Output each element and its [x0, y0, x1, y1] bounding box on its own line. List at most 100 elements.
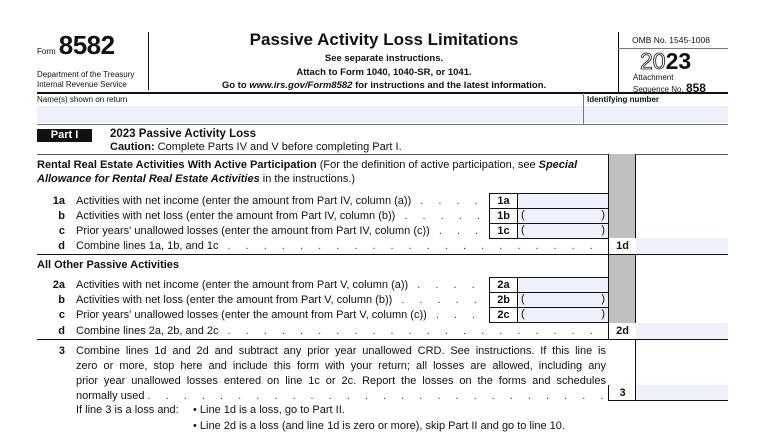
name-field[interactable] [37, 106, 583, 123]
line-text: Combine lines 1a, 1b, and 1c . . . . . .… [76, 240, 604, 252]
other-heading: All Other Passive Activities [37, 259, 180, 271]
paren-close: ) [601, 209, 605, 221]
line-number: d [58, 240, 65, 252]
line-1d-amount[interactable] [636, 238, 728, 254]
line-text: Activities with net income (enter the am… [76, 279, 481, 291]
line-box-label: 1d [608, 238, 636, 254]
paren-close: ) [601, 293, 605, 305]
line-box-label: 1b [489, 208, 517, 224]
dot-leader: . . . . . . . . . . . . . . . . . . . . … [420, 195, 481, 207]
line-label: Activities with net loss (enter the amou… [76, 210, 396, 222]
instructions-3-pre: Go to [221, 80, 250, 91]
if-label: If line 3 is a loss and: [76, 404, 179, 416]
paren-open: ( [521, 308, 525, 320]
part-title: 2023 Passive Activity Loss [110, 128, 256, 140]
line-number: c [58, 309, 65, 321]
instructions-1: See separate instructions. [324, 53, 444, 64]
divider [37, 124, 728, 125]
line-label: Prior years' unallowed losses (enter the… [76, 309, 427, 321]
name-label: Name(s) shown on return [37, 95, 128, 104]
rental-heading-italic: Allowance for Rental Real Estate Activit… [37, 173, 260, 185]
dot-leader: . . . . . . . . . . . . . . . . . . . . … [227, 325, 604, 337]
form-title: Passive Activity Loss Limitations [249, 30, 519, 49]
instructions-2: Attach to Form 1040, 1040-SR, or 1041. [296, 67, 472, 78]
paren-close: ) [601, 308, 605, 320]
line-2b-amount[interactable]: () [517, 292, 608, 308]
line-number: b [58, 294, 65, 306]
divider [148, 32, 149, 90]
line-label: Combine lines 2a, 2b, and 2c [76, 325, 219, 337]
instructions-3-post: for instructions and the latest informat… [352, 80, 547, 91]
shaded-column [608, 254, 636, 323]
line-2c-amount[interactable]: () [517, 307, 608, 323]
line-text: Activities with net income (enter the am… [76, 195, 481, 207]
tax-year: 2023 [640, 48, 692, 75]
line-box-label: 2a [489, 277, 517, 293]
rental-heading-italic: Special [538, 159, 578, 171]
divider [635, 339, 636, 401]
line-1b-amount[interactable]: () [517, 208, 608, 224]
bullet-1: • Line 1d is a loss, go to Part II. [193, 404, 345, 416]
year-bold: 23 [665, 48, 692, 74]
caution-label: Caution: [110, 141, 155, 153]
divider [618, 48, 728, 49]
sequence-number: 858 [685, 81, 706, 95]
line-1c-amount[interactable]: () [517, 223, 608, 239]
sequence-label: Sequence No. [633, 85, 684, 94]
line-3-text-2: zero or more, stop here and include this… [76, 360, 606, 372]
line-1a-amount[interactable] [517, 193, 608, 209]
bullet-2: • Line 2d is a loss (and line 1d is zero… [193, 420, 565, 432]
divider [583, 93, 584, 124]
line-text: Activities with net loss (enter the amou… [76, 294, 481, 306]
line-2d-amount[interactable] [636, 323, 728, 339]
line-number: 2a [52, 279, 65, 291]
sequence: Sequence No. 858 [633, 81, 706, 95]
paren-open: ( [521, 224, 525, 236]
dot-leader: . . . . . . . . . . . . . . . . . . . . … [404, 210, 481, 222]
line-2a-amount[interactable] [517, 277, 608, 293]
line-label: Activities with net loss (enter the amou… [76, 294, 393, 306]
line-box-label: 2c [489, 307, 517, 323]
header-bottom-rule [37, 92, 728, 94]
rental-heading-text: (For the definition of active participat… [316, 159, 539, 171]
divider [608, 400, 728, 401]
irs-link[interactable]: www.irs.gov/Form8582 [249, 80, 353, 91]
line-box-label: 3 [608, 385, 636, 401]
line-text: Prior years' unallowed losses (enter the… [76, 309, 481, 321]
line-text: Combine lines 2a, 2b, and 2c . . . . . .… [76, 325, 604, 337]
form-number-block: Form 8582 [37, 30, 115, 61]
line-box-label: 1a [489, 193, 517, 209]
rental-heading: Rental Real Estate Activities With Activ… [37, 158, 607, 186]
line-3-amount[interactable] [636, 385, 728, 400]
form-number: 8582 [58, 30, 115, 60]
line-label: Combine lines 1a, 1b, and 1c [76, 240, 219, 252]
line-box-label: 2d [608, 323, 636, 339]
dot-leader: . . . . . . . . . . . . . . . . . . . . … [401, 294, 481, 306]
line-3-text-3: prior year unallowed losses entered on l… [76, 375, 606, 387]
shaded-column [608, 154, 636, 238]
line-3-label: normally used [76, 390, 145, 402]
paren-close: ) [601, 224, 605, 236]
line-number: 3 [58, 345, 65, 357]
divider [618, 32, 619, 92]
divider [37, 254, 728, 255]
line-text: Prior years' unallowed losses (enter the… [76, 225, 481, 237]
paren-open: ( [521, 293, 525, 305]
line-number: c [58, 225, 65, 237]
line-box-label: 1c [489, 223, 517, 239]
rental-heading-bold: Rental Real Estate Activities With Activ… [37, 159, 317, 171]
form-prefix: Form [37, 47, 56, 56]
line-3-text-4: normally used . . . . . . . . . . . . . … [76, 390, 604, 402]
dot-leader: . . . . . . . . . . . . . . . . . . . . … [417, 279, 481, 291]
line-box-label: 2b [489, 292, 517, 308]
line-label: Prior years' unallowed losses (enter the… [76, 225, 430, 237]
id-field[interactable] [584, 106, 728, 123]
line-label: Activities with net income (enter the am… [76, 195, 412, 207]
line-label: Activities with net income (enter the am… [76, 279, 409, 291]
line-text: Activities with net loss (enter the amou… [76, 210, 481, 222]
line-3-text-1: Combine lines 1d and 2d and subtract any… [76, 345, 606, 357]
paren-open: ( [521, 209, 525, 221]
dot-leader: . . . . . . . . . . . . . . . . . . . . … [227, 240, 604, 252]
caution-text: Complete Parts IV and V before completin… [154, 141, 402, 153]
part-badge: Part I [37, 129, 92, 142]
